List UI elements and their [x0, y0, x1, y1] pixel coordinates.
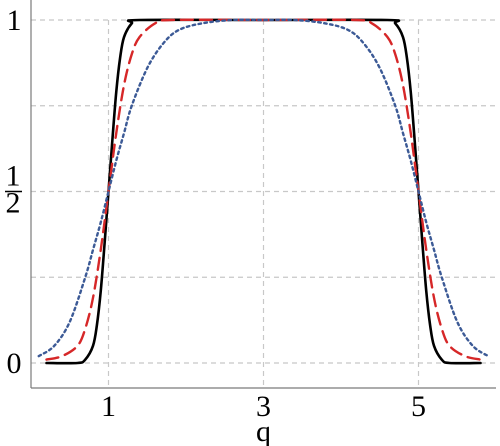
y-tick-label: 0 — [7, 347, 22, 380]
plot-frame — [30, 0, 496, 389]
y-tick-label: 1 — [7, 4, 22, 37]
x-tick-label: 5 — [411, 390, 426, 423]
series-line-dotted — [37, 18, 490, 358]
y-tick-denominator: 2 — [6, 187, 21, 220]
y-tick-numerator: 1 — [6, 160, 21, 193]
x-tick-label: 1 — [101, 390, 116, 423]
y-tick-label-fraction: 12 — [5, 160, 22, 220]
x-tick-label: 3 — [256, 390, 271, 423]
curves — [37, 18, 490, 365]
x-axis-label: q — [256, 415, 271, 446]
grid — [31, 19, 496, 385]
x-tick-labels: 1 3 5 — [101, 390, 426, 423]
